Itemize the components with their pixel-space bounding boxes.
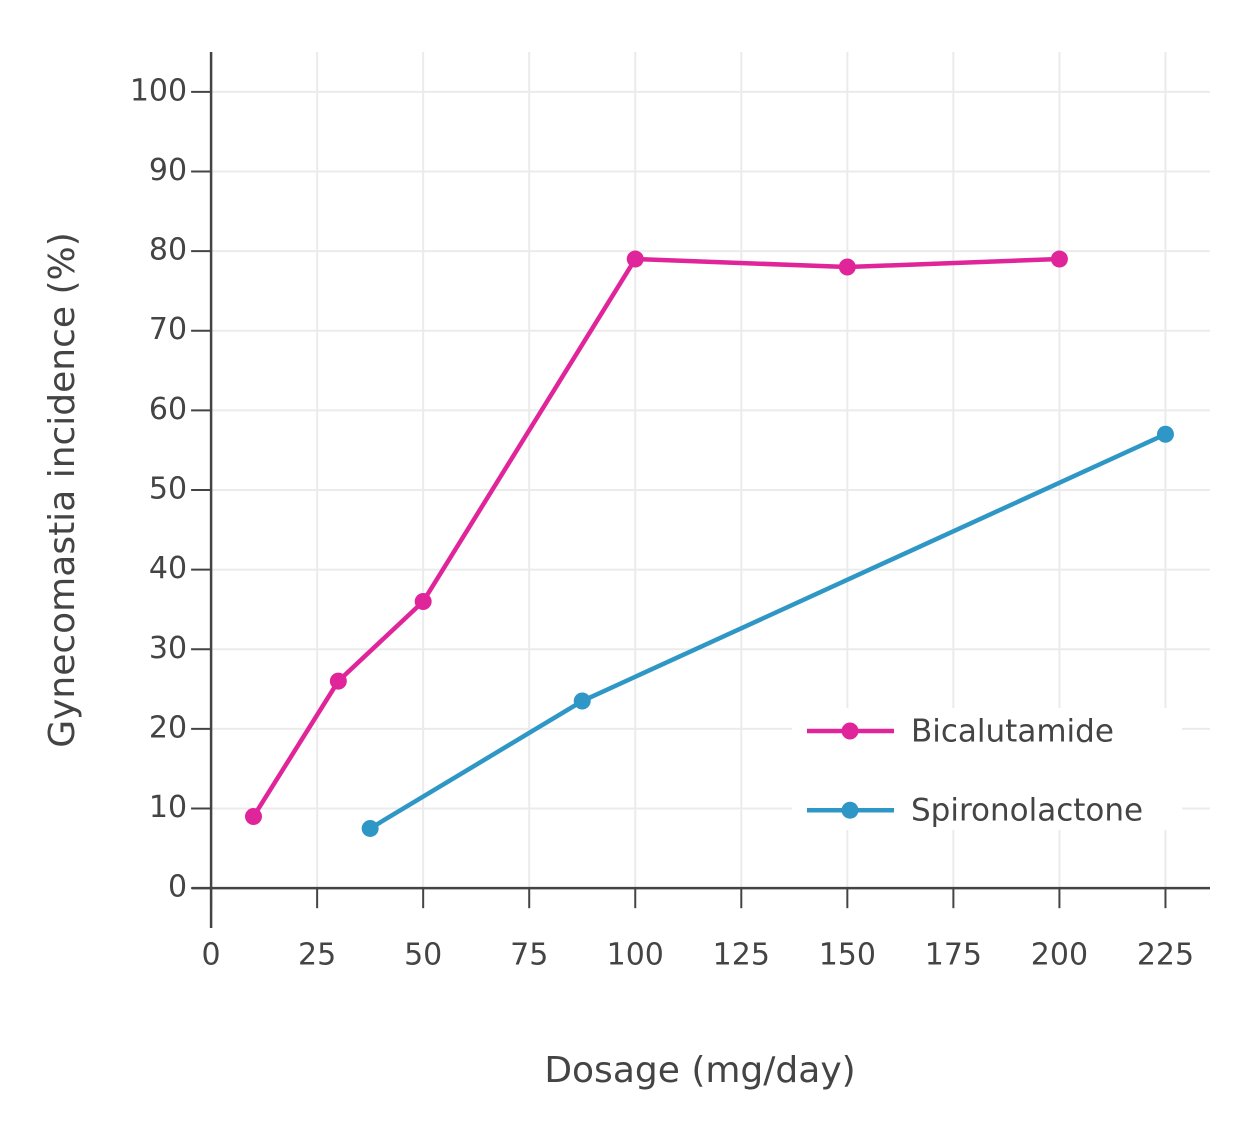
legend-label: Spironolactone [911,793,1143,829]
x-tick-label: 50 [404,938,442,973]
x-tick-label: 75 [510,938,548,973]
data-point [361,819,379,837]
data-point [1050,250,1068,268]
data-point [838,258,856,276]
legend-swatch-marker [841,801,859,819]
y-tick-label: 80 [149,233,187,268]
x-tick-label: 200 [1031,938,1088,973]
x-tick-label: 150 [819,938,876,973]
y-axis-title: Gynecomastia incidence (%) [42,232,83,748]
legend-label: Bicalutamide [911,714,1114,750]
data-point [626,250,644,268]
data-point [414,592,432,610]
y-tick-label: 50 [149,472,187,507]
data-point [329,672,347,690]
x-tick-label: 100 [607,938,664,973]
y-tick-label: 100 [130,73,187,108]
x-tick-label: 0 [202,938,221,973]
y-tick-label: 40 [149,551,187,586]
y-tick-label: 30 [149,631,187,666]
y-tick-label: 70 [149,312,187,347]
x-tick-label: 25 [298,938,336,973]
x-tick-label: 225 [1137,938,1194,973]
y-tick-label: 10 [149,790,187,825]
legend-swatch-marker [841,722,859,740]
y-tick-label: 20 [149,710,187,745]
x-tick-label: 125 [713,938,770,973]
plot: 0 10 20 30 40 50 60 70 80 90 100 0 25 50 75 100 125 150 17… [130,52,1210,973]
data-point [1156,425,1174,443]
y-tick-label: 90 [149,153,187,188]
y-tick-label: 60 [149,392,187,427]
data-point [245,808,263,826]
y-tick-label: 0 [168,870,187,905]
series-line [251,256,1060,818]
data-point [573,692,591,710]
x-tick-label: 175 [925,938,982,973]
x-axis-title: Dosage (mg/day) [544,1050,855,1091]
